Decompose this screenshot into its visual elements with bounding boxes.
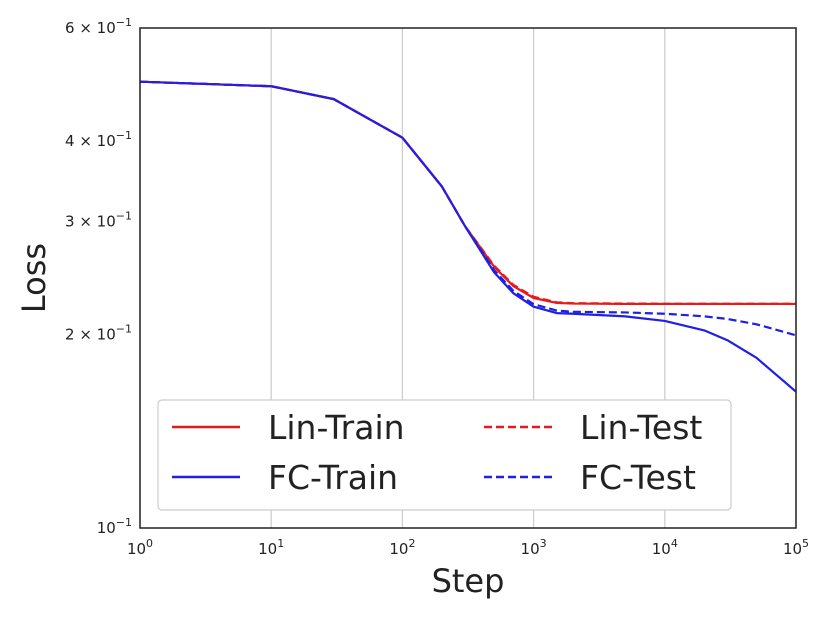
plot-frame: [139, 27, 797, 529]
series-line-lin-test: [139, 80, 796, 305]
legend-label-lin-train: Lin-Train: [268, 408, 405, 447]
x-tick-label: 101: [258, 537, 284, 558]
legend: Lin-Train FC-Train Lin-Test FC-Test: [157, 399, 732, 511]
y-tick-label: 2 × 10−1: [65, 323, 132, 344]
x-tick-label: 105: [783, 537, 809, 558]
legend-label-fc-test: FC-Test: [580, 458, 696, 497]
y-tick-label: 6 × 10−1: [65, 16, 132, 37]
y-axis-title: Loss: [15, 243, 53, 313]
x-tick-label: 102: [389, 537, 415, 558]
x-tick-label: 103: [521, 537, 547, 558]
legend-box: [157, 399, 732, 511]
legend-label-lin-test: Lin-Test: [580, 408, 702, 447]
y-tick-label: 4 × 10−1: [65, 129, 132, 150]
series-lines: [139, 80, 797, 393]
series-line-fc-train: [139, 80, 797, 393]
x-tick-label: 104: [652, 537, 678, 558]
y-tick-label: 3 × 10−1: [65, 209, 132, 230]
y-tick-labels: 6 × 10−1 4 × 10−1 3 × 10−1 2 × 10−1 10−1: [65, 16, 132, 537]
series-line-lin-train: [139, 80, 796, 306]
x-tick-labels: 100 101 102 103 104 105: [127, 537, 809, 558]
x-tick-label: 100: [127, 537, 153, 558]
series-line-fc-test: [139, 80, 797, 337]
legend-label-fc-train: FC-Train: [268, 458, 398, 497]
y-tick-label: 10−1: [97, 516, 132, 537]
x-axis-title: Step: [432, 562, 505, 600]
